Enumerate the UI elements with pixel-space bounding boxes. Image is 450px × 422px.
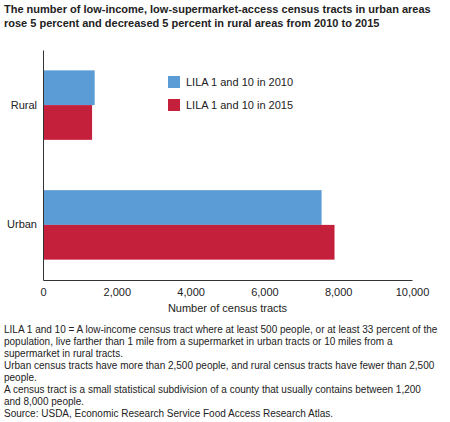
axis-line <box>44 280 413 281</box>
bar <box>43 190 322 225</box>
tick: 6,000 <box>251 280 279 298</box>
tick: Urban <box>7 218 43 230</box>
plot: 0 2,000 4,000 6,000 8,000 10,000 Rural Urban LIL… <box>7 51 429 298</box>
text-line: Source: USDA, Economic Research Service … <box>4 408 333 419</box>
note: Source: USDA, Economic Research Service … <box>4 408 333 419</box>
text-line: LILA 1 and 10 = A low-income census trac… <box>4 324 438 335</box>
text-line: rose 5 percent and decreased 5 percent i… <box>4 17 379 29</box>
bar <box>43 70 95 105</box>
note: A census tract is a small statistical su… <box>4 384 421 407</box>
tick: 10,000 <box>396 280 430 298</box>
legend-swatch <box>168 76 180 88</box>
tick: 0 <box>40 280 46 298</box>
tick: Rural <box>11 99 43 111</box>
legend-swatch <box>168 99 180 111</box>
legend-label: LILA 1 and 10 in 2015 <box>186 99 293 111</box>
text-line: population, live farther than 1 mile fro… <box>4 336 393 347</box>
note: LILA 1 and 10 = A low-income census trac… <box>4 324 438 359</box>
bars <box>43 70 335 259</box>
legend-label: LILA 1 and 10 in 2010 <box>186 76 293 88</box>
text-line: and 8,000 people. <box>4 396 84 407</box>
note: Urban census tracts have more than 2,500… <box>4 360 435 383</box>
tick-label: 6,000 <box>251 286 279 298</box>
tick-label: 10,000 <box>396 286 430 298</box>
bar <box>43 225 335 260</box>
category-axis: Rural Urban <box>7 51 43 281</box>
tick-label: Urban <box>7 218 37 230</box>
axis-title: Number of census tracts <box>168 302 288 314</box>
text-line: A census tract is a small statistical su… <box>4 384 421 395</box>
tick-label: 2,000 <box>104 286 132 298</box>
tick-label: 0 <box>40 286 46 298</box>
tick: 4,000 <box>177 280 205 298</box>
legend: LILA 1 and 10 in 2010 LILA 1 and 10 in 20… <box>168 76 293 111</box>
tick: 8,000 <box>325 280 353 298</box>
bar <box>43 105 92 140</box>
tick-label: Rural <box>11 99 37 111</box>
legend-item: LILA 1 and 10 in 2015 <box>168 99 293 111</box>
text-line: The number of low-income, low-supermarke… <box>4 3 431 15</box>
title: The number of low-income, low-supermarke… <box>4 3 431 29</box>
text-line: supermarket in rural tracts. <box>4 348 123 359</box>
tick-label: 8,000 <box>325 286 353 298</box>
text-line: people. <box>4 372 37 383</box>
chart: The number of low-income, low-supermarke… <box>0 0 450 422</box>
tick-label: 4,000 <box>177 286 205 298</box>
axis-line <box>43 51 44 281</box>
tick: 2,000 <box>104 280 132 298</box>
text-line: Urban census tracts have more than 2,500… <box>4 360 435 371</box>
x-axis: 0 2,000 4,000 6,000 8,000 10,000 <box>40 280 429 298</box>
legend-item: LILA 1 and 10 in 2010 <box>168 76 293 88</box>
